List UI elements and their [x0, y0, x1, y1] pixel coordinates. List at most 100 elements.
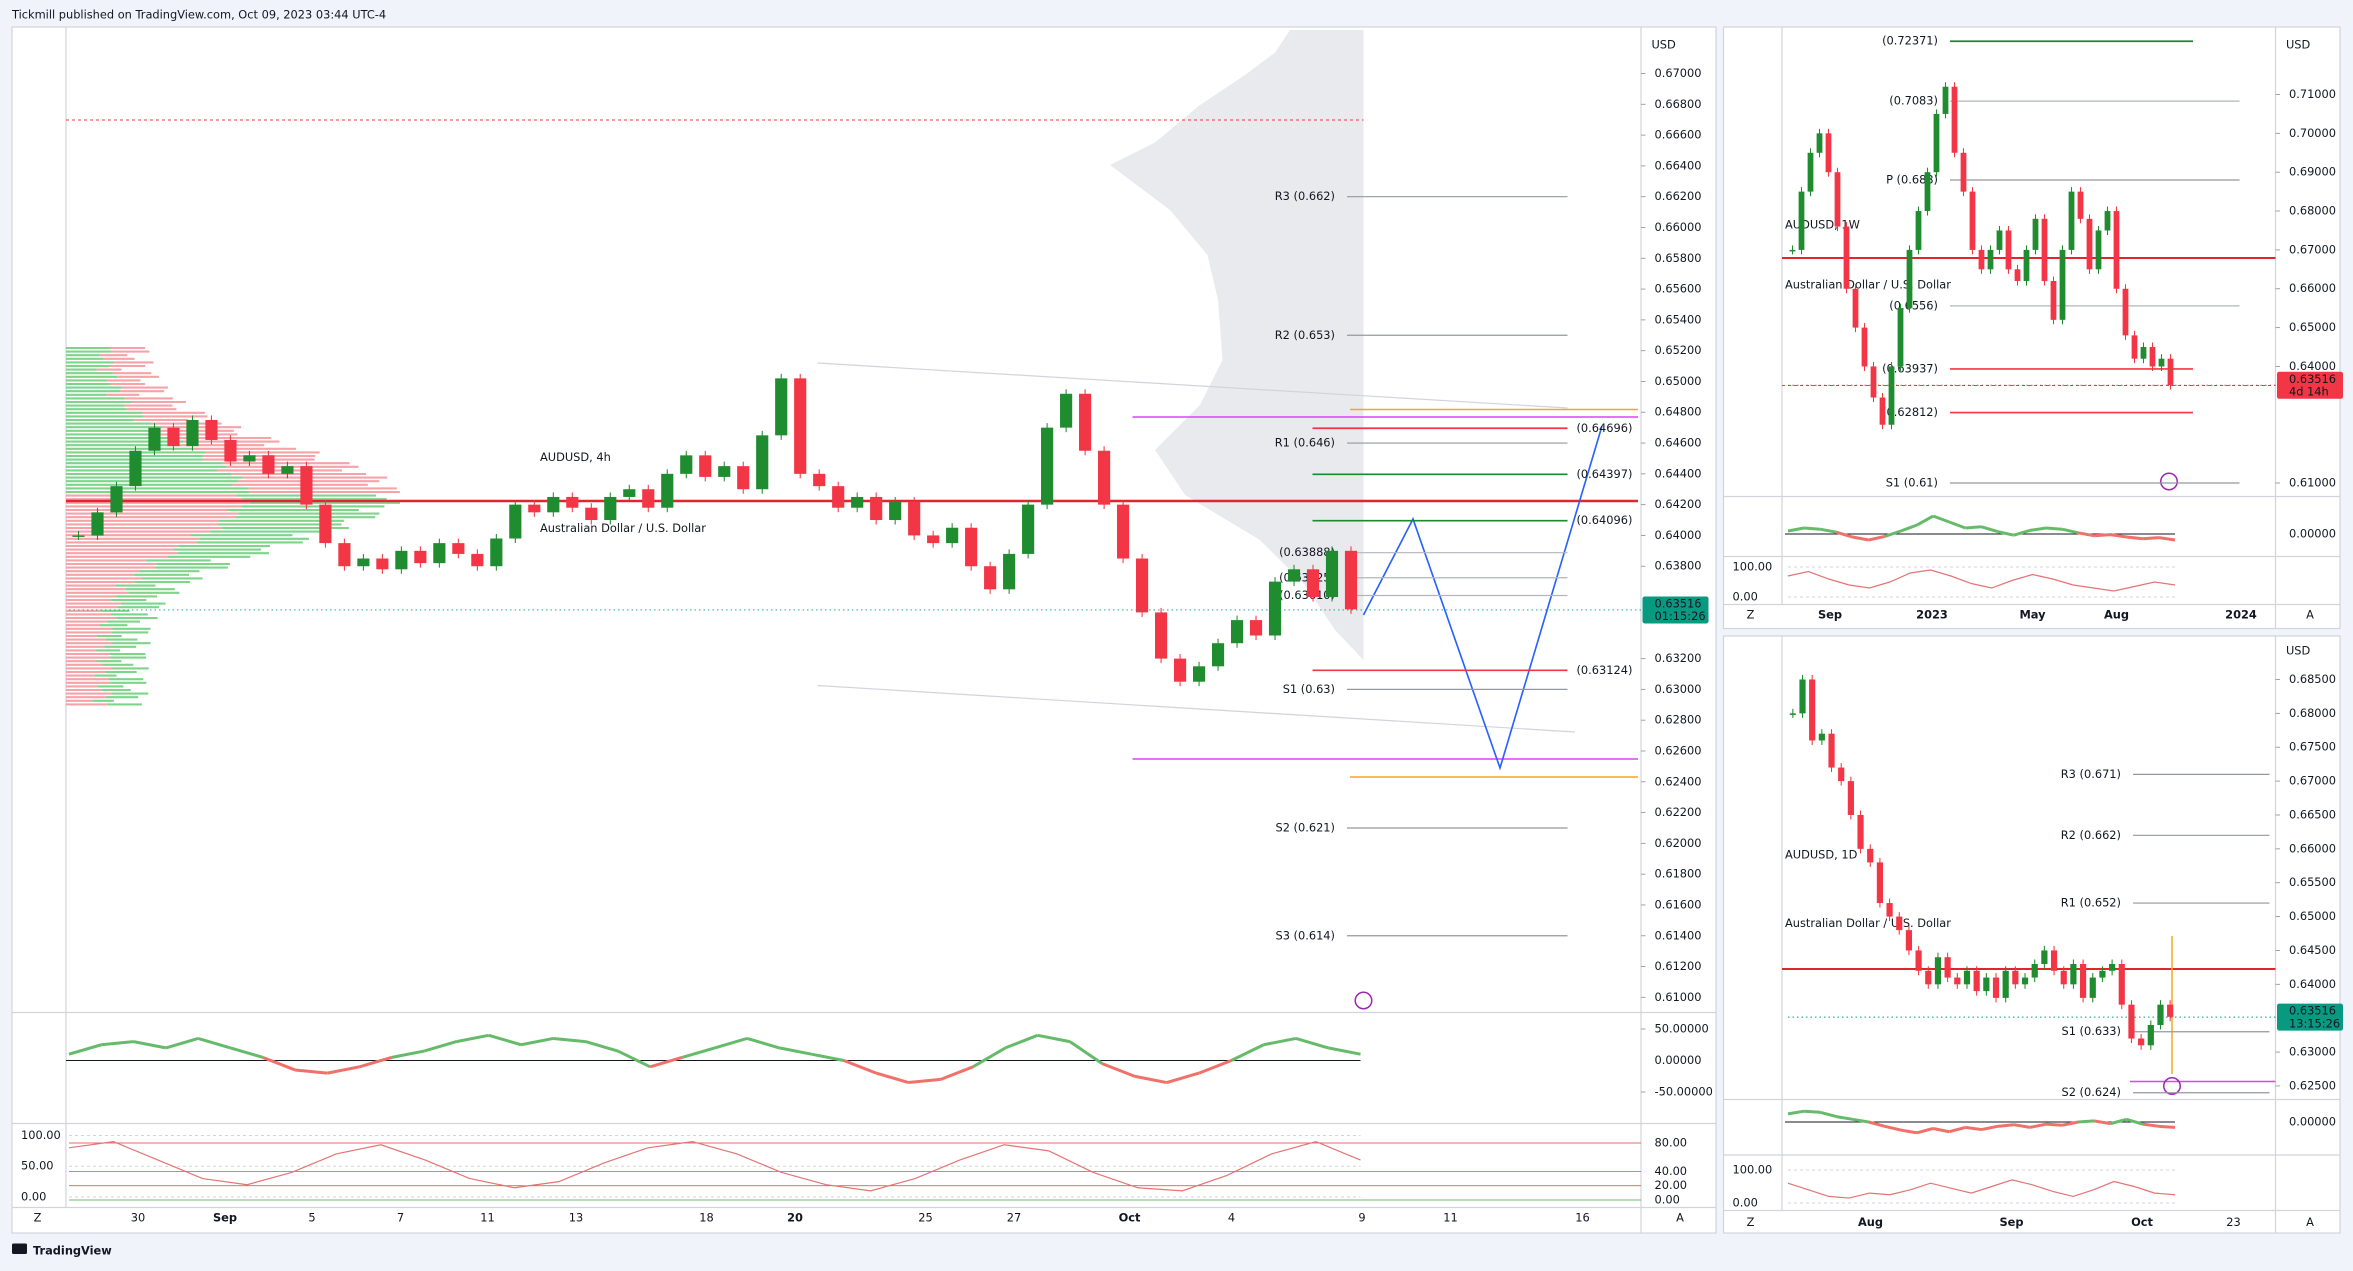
description-watermark: Australian Dollar / U.S. Dollar: [540, 521, 706, 535]
description-watermark: Australian Dollar / U.S. Dollar: [1785, 916, 1951, 930]
oscillator-segment: [1069, 1040, 1104, 1065]
price-tick-label: 0.63000: [1654, 682, 1701, 696]
candle: [1843, 226, 1850, 289]
price-tick-label: 0.70000: [2289, 126, 2336, 140]
candle: [661, 473, 674, 508]
candle: [91, 512, 104, 536]
candle: [2089, 977, 2096, 998]
price-tick-label: 0.67500: [2289, 740, 2336, 754]
candle: [2104, 211, 2111, 231]
price-tick-label: 0.65500: [2289, 875, 2336, 889]
candle: [338, 543, 351, 567]
candle: [1098, 450, 1111, 505]
scale-button[interactable]: A: [2306, 1215, 2314, 1229]
oscillator-tick-label: 0.00000: [1654, 1053, 1701, 1067]
candle: [1041, 427, 1054, 505]
date-label: 25: [918, 1211, 932, 1225]
oscillator-segment: [1868, 1120, 1886, 1128]
stochastic-tick-label: 0.00: [1732, 590, 1757, 604]
oscillator-segment: [585, 1040, 619, 1053]
oscillator-tick-label: -50.00000: [1654, 1085, 1712, 1099]
price-tick-label: 0.66800: [1654, 97, 1701, 111]
candle: [2068, 191, 2075, 250]
candle: [1825, 133, 1832, 173]
candle: [1915, 950, 1922, 971]
candle: [2149, 347, 2156, 367]
level-label: S3 (0.614): [1275, 928, 1335, 942]
candle: [1969, 191, 1976, 250]
oscillator-segment: [1004, 1033, 1039, 1050]
countdown: 13:15:26: [2289, 1016, 2340, 1030]
trend-line: [817, 362, 1568, 409]
candle: [2005, 230, 2012, 270]
candle: [2118, 964, 2125, 1005]
oscillator-segment: [1900, 523, 1918, 533]
oscillator-segment: [2110, 533, 2127, 539]
candle: [2031, 964, 2038, 978]
candle: [1798, 191, 1805, 250]
candle: [2109, 964, 2116, 971]
candle: [1963, 970, 1971, 985]
level-label: R2 (0.653): [1275, 328, 1335, 342]
candle: [566, 496, 579, 508]
candle: [1249, 620, 1263, 636]
scale-button[interactable]: Z: [1747, 608, 1755, 622]
price-tick-label: 0.61200: [1654, 959, 1701, 973]
candle: [1987, 249, 1994, 270]
oscillator-segment: [2094, 533, 2111, 538]
candle: [1896, 916, 1903, 931]
scale-button[interactable]: A: [2306, 608, 2314, 622]
oscillator-segment: [2061, 1120, 2079, 1127]
scale-button[interactable]: Z: [34, 1211, 42, 1225]
scale-button[interactable]: A: [1676, 1211, 1684, 1225]
oscillator-segment: [1819, 1110, 1837, 1119]
price-tick-label: 0.62400: [1654, 774, 1701, 788]
level-label: (0.6556): [1889, 298, 1938, 312]
brand-name[interactable]: TradingView: [33, 1244, 112, 1258]
price-tick-label: 0.65800: [1654, 251, 1701, 265]
candle: [2140, 347, 2147, 359]
brand-logo[interactable]: [11, 1243, 27, 1255]
scale-button[interactable]: Z: [1747, 1215, 1755, 1229]
oscillator-segment: [1916, 514, 1934, 527]
candle: [832, 486, 845, 508]
candle: [699, 455, 712, 477]
level-label: S1 (0.63): [1283, 682, 1335, 696]
last-price: 0.63516: [1654, 596, 1701, 610]
oscillator-segment: [1916, 1127, 1934, 1135]
candle: [737, 466, 750, 490]
price-tick-label: 0.67000: [2289, 242, 2336, 256]
candle: [2122, 288, 2129, 336]
stochastic-tick-label: 0.00: [21, 1190, 46, 1204]
candle: [851, 496, 864, 508]
level-label: (0.62812): [1882, 405, 1938, 419]
volume-profile-left: [65, 346, 401, 706]
oscillator-segment: [1134, 1074, 1168, 1085]
candle: [1192, 666, 1206, 682]
oscillator-segment: [423, 1040, 457, 1053]
date-label: 20: [787, 1211, 803, 1225]
oscillator-segment: [230, 1046, 264, 1059]
price-tick-label: 0.65000: [1654, 374, 1701, 388]
candle: [2077, 191, 2084, 219]
candle: [2167, 1004, 2174, 1017]
candle: [2079, 964, 2087, 998]
oscillator-segment: [875, 1071, 909, 1084]
candle: [2041, 218, 2048, 281]
last-price: 0.63516: [2289, 372, 2336, 386]
candle: [1906, 249, 1913, 309]
oscillator-segment: [1804, 526, 1821, 531]
event-icon: [2159, 472, 2178, 491]
date-label: Sep: [213, 1211, 237, 1225]
oscillator-tick-label: 0.00000: [2289, 527, 2336, 541]
oscillator-segment: [1997, 1123, 2014, 1128]
price-tick-label: 0.64000: [1654, 528, 1701, 542]
candle: [1230, 620, 1244, 644]
oscillator-segment: [1836, 1115, 1853, 1121]
oscillator-segment: [520, 1036, 554, 1047]
candle: [528, 504, 541, 513]
candle: [1809, 679, 1816, 741]
oscillator-segment: [1932, 1127, 1950, 1134]
candle: [775, 378, 788, 436]
